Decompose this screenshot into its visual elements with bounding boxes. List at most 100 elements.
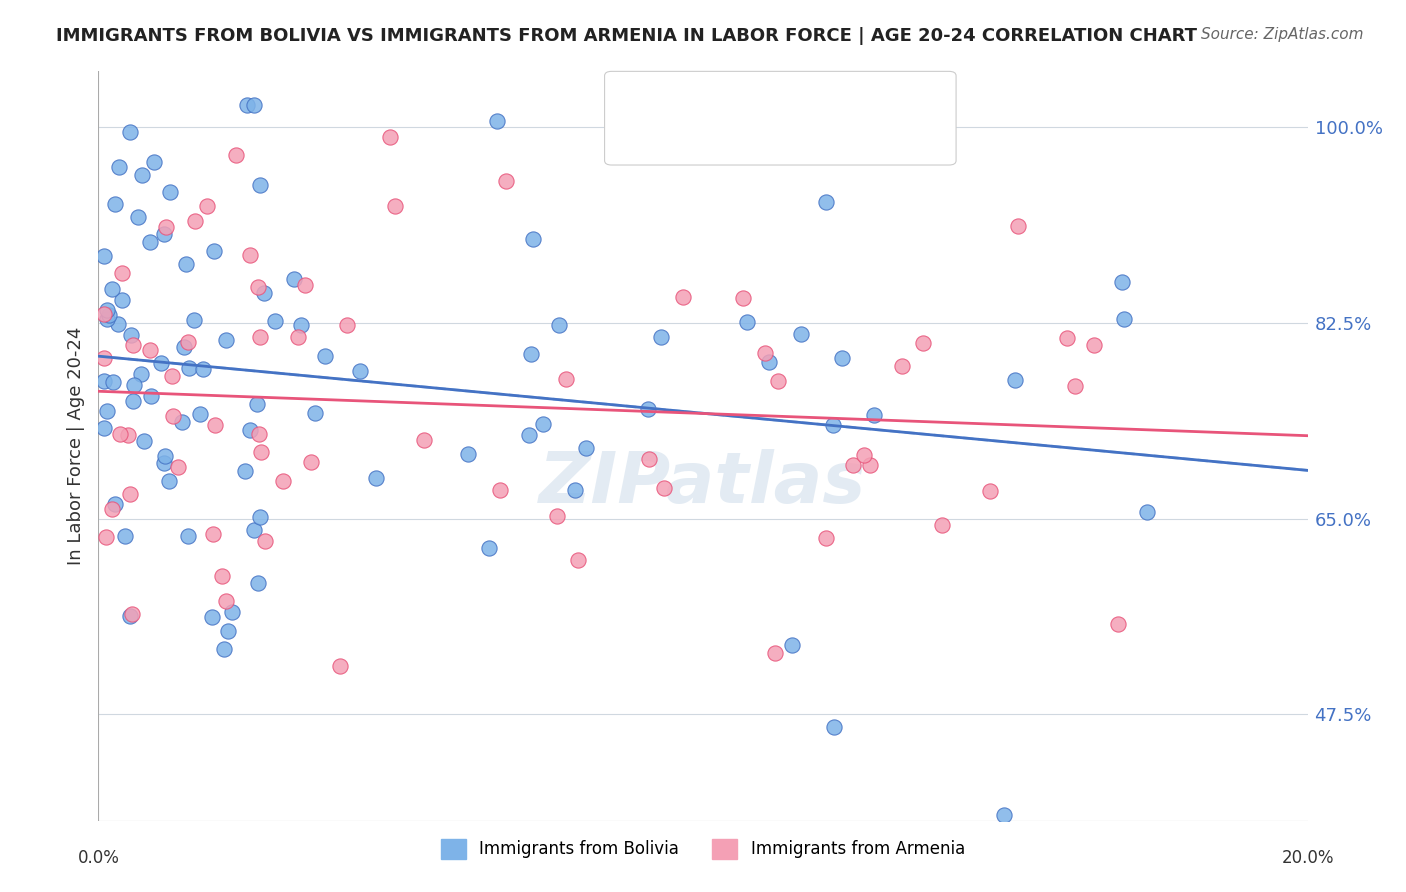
Point [183,313,205,327]
Point [141,388,163,402]
Point [167,459,190,474]
Text: Source: ZipAtlas.com: Source: ZipAtlas.com [1201,27,1364,42]
Point [139,235,162,249]
Point [290,318,312,332]
Point [495,174,517,188]
Point [1136,506,1159,520]
Text: R = -0.136   N =: R = -0.136 N = [654,87,796,104]
Point [249,509,271,524]
Point [132,434,155,448]
Point [107,317,129,331]
Point [103,375,125,389]
Point [247,576,270,591]
Point [763,646,786,660]
Point [814,194,837,209]
Point [478,541,501,555]
Point [201,610,224,624]
Point [160,368,183,383]
Point [111,266,134,280]
Point [842,458,865,472]
Text: 90: 90 [820,87,842,104]
Point [120,487,142,501]
Point [188,407,211,421]
Point [243,523,266,537]
Text: ZIPatlas: ZIPatlas [540,449,866,518]
Point [217,624,239,638]
Point [96,302,118,317]
Point [735,315,758,329]
Point [249,178,271,193]
Point [548,318,571,332]
Point [173,340,195,354]
Point [768,374,790,388]
Point [129,368,152,382]
Point [221,606,243,620]
Point [271,474,294,488]
Point [152,227,174,241]
Text: 0.0%: 0.0% [77,848,120,867]
Point [1056,331,1078,345]
Point [120,124,142,138]
Point [204,244,226,258]
Point [117,428,139,442]
Point [247,426,270,441]
Point [349,364,371,378]
Point [378,130,401,145]
Point [139,343,162,358]
Point [911,335,934,350]
Point [247,280,270,294]
Point [162,409,184,423]
Point [782,638,804,652]
Point [120,328,142,343]
Point [152,456,174,470]
Point [101,282,124,296]
Point [652,481,675,495]
Point [93,375,115,389]
Point [211,569,233,583]
Point [98,308,121,322]
Point [567,552,589,566]
Point [93,249,115,263]
Point [253,533,276,548]
Point [155,450,177,464]
Point [299,455,322,469]
Point [314,349,336,363]
Point [1083,337,1105,351]
Point [155,220,177,235]
Point [93,421,115,435]
Point [814,531,837,545]
Point [890,359,912,373]
Point [671,290,693,304]
Point [184,214,207,228]
Point [650,329,672,343]
Point [142,154,165,169]
Point [170,415,193,429]
Point [204,417,226,432]
Point [637,402,659,417]
Point [366,471,388,485]
Point [122,394,145,409]
Point [250,444,273,458]
Point [93,351,115,366]
Point [122,378,145,392]
Point [335,318,357,332]
Point [212,641,235,656]
Point [1007,219,1029,234]
Point [249,330,271,344]
Point [489,483,512,497]
Point [294,277,316,292]
Point [859,458,882,472]
Point [96,312,118,326]
Point [193,362,215,376]
Point [201,527,224,541]
Point [852,448,875,462]
Point [110,293,132,308]
Legend: Immigrants from Bolivia, Immigrants from Armenia: Immigrants from Bolivia, Immigrants from… [434,832,972,865]
Point [118,609,141,624]
Point [101,501,124,516]
Point [235,464,257,478]
Point [215,594,238,608]
Point [150,356,173,370]
Point [823,418,845,433]
Point [263,314,285,328]
